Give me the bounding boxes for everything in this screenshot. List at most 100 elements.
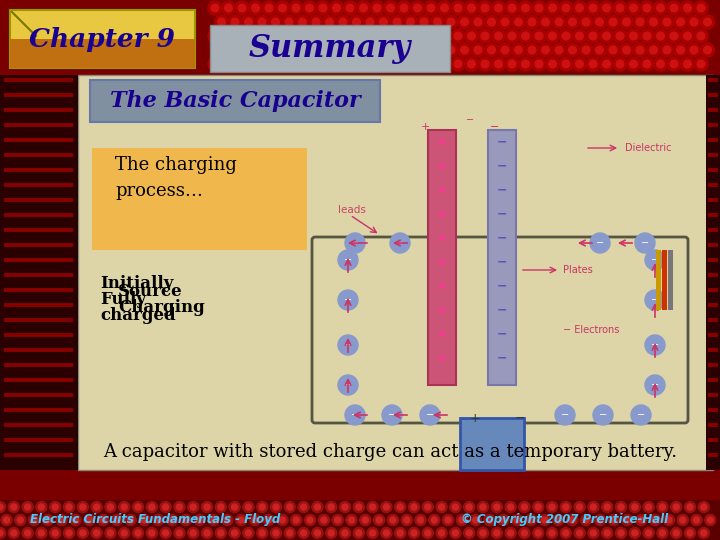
Circle shape	[384, 57, 397, 71]
Text: Charging: Charging	[118, 299, 204, 316]
Circle shape	[680, 57, 695, 71]
Circle shape	[478, 29, 492, 43]
Circle shape	[433, 18, 441, 26]
Circle shape	[121, 504, 127, 510]
Text: −: −	[596, 238, 604, 248]
Circle shape	[339, 46, 347, 54]
Circle shape	[565, 43, 580, 57]
Circle shape	[570, 517, 575, 523]
Circle shape	[381, 528, 392, 538]
Circle shape	[374, 515, 384, 525]
Circle shape	[53, 530, 58, 536]
Circle shape	[24, 504, 30, 510]
Circle shape	[235, 29, 249, 43]
Circle shape	[690, 46, 698, 54]
Text: −: −	[344, 380, 352, 390]
Text: −: −	[344, 340, 352, 350]
Circle shape	[582, 18, 590, 26]
Circle shape	[589, 32, 597, 40]
Circle shape	[556, 517, 562, 523]
Circle shape	[235, 515, 246, 525]
Circle shape	[210, 517, 217, 523]
Circle shape	[436, 502, 447, 512]
Circle shape	[677, 18, 684, 26]
Circle shape	[276, 29, 289, 43]
Circle shape	[643, 4, 651, 12]
Circle shape	[705, 515, 716, 525]
Bar	[10, 10, 195, 68]
Circle shape	[316, 1, 330, 15]
Circle shape	[338, 290, 358, 310]
Circle shape	[505, 1, 519, 15]
Circle shape	[423, 502, 433, 512]
Circle shape	[397, 504, 403, 510]
Circle shape	[333, 60, 341, 68]
Circle shape	[424, 29, 438, 43]
Circle shape	[316, 29, 330, 43]
Circle shape	[215, 15, 228, 29]
Circle shape	[292, 4, 300, 12]
Circle shape	[146, 502, 157, 512]
Circle shape	[336, 43, 350, 57]
Circle shape	[332, 515, 343, 525]
Circle shape	[318, 515, 330, 525]
Circle shape	[701, 15, 714, 29]
Circle shape	[50, 502, 60, 512]
Circle shape	[684, 32, 691, 40]
Circle shape	[512, 515, 523, 525]
Circle shape	[410, 57, 425, 71]
Circle shape	[698, 502, 709, 512]
Circle shape	[284, 502, 295, 512]
Circle shape	[515, 46, 522, 54]
Circle shape	[316, 57, 330, 71]
Circle shape	[467, 530, 472, 536]
Circle shape	[555, 46, 563, 54]
Text: −: −	[515, 411, 526, 424]
Circle shape	[91, 528, 102, 538]
Circle shape	[429, 515, 440, 525]
Circle shape	[546, 528, 557, 538]
Circle shape	[252, 32, 259, 40]
Circle shape	[532, 1, 546, 15]
Circle shape	[384, 29, 397, 43]
Circle shape	[348, 517, 354, 523]
Circle shape	[235, 1, 249, 15]
Text: − Electrons: − Electrons	[563, 325, 619, 335]
Circle shape	[354, 528, 364, 538]
Text: charged: charged	[100, 307, 176, 324]
Circle shape	[549, 4, 557, 12]
Circle shape	[459, 517, 465, 523]
Circle shape	[276, 57, 289, 71]
Text: −: −	[351, 238, 359, 248]
Circle shape	[379, 46, 387, 54]
Circle shape	[307, 517, 313, 523]
Circle shape	[697, 4, 705, 12]
Circle shape	[149, 504, 155, 510]
Circle shape	[279, 4, 287, 12]
Circle shape	[698, 528, 709, 538]
Circle shape	[541, 18, 549, 26]
Circle shape	[461, 18, 468, 26]
Circle shape	[593, 405, 613, 425]
Circle shape	[541, 517, 548, 523]
Bar	[0, 75, 78, 470]
Circle shape	[238, 32, 246, 40]
Circle shape	[363, 43, 377, 57]
Circle shape	[521, 530, 527, 536]
Circle shape	[474, 46, 482, 54]
Circle shape	[445, 517, 451, 523]
Circle shape	[11, 530, 17, 536]
Circle shape	[91, 502, 102, 512]
Circle shape	[609, 46, 617, 54]
Circle shape	[408, 528, 420, 538]
Circle shape	[414, 60, 421, 68]
Circle shape	[511, 15, 526, 29]
Circle shape	[595, 515, 606, 525]
Circle shape	[139, 515, 150, 525]
Circle shape	[471, 43, 485, 57]
Circle shape	[114, 517, 120, 523]
Circle shape	[271, 46, 279, 54]
Circle shape	[468, 4, 475, 12]
Circle shape	[9, 528, 19, 538]
Circle shape	[424, 57, 438, 71]
